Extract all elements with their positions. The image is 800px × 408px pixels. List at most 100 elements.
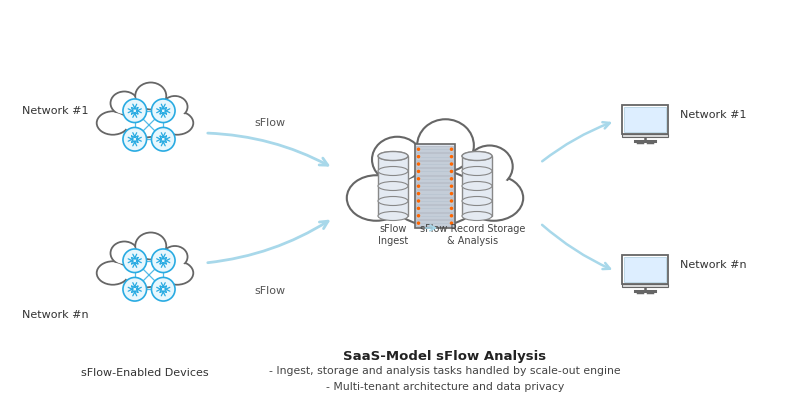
Ellipse shape xyxy=(124,260,166,286)
Bar xyxy=(622,134,668,137)
Circle shape xyxy=(450,147,454,151)
Bar xyxy=(417,198,454,204)
Text: sFlow
Ingest: sFlow Ingest xyxy=(378,224,408,246)
Ellipse shape xyxy=(161,111,194,135)
Ellipse shape xyxy=(417,119,474,172)
FancyBboxPatch shape xyxy=(622,105,668,134)
Text: sFlow: sFlow xyxy=(254,286,286,296)
FancyBboxPatch shape xyxy=(415,144,455,228)
Ellipse shape xyxy=(164,247,186,266)
Circle shape xyxy=(123,127,146,151)
Ellipse shape xyxy=(121,109,169,137)
Circle shape xyxy=(417,162,420,166)
Bar xyxy=(417,191,454,197)
Ellipse shape xyxy=(378,166,408,175)
Circle shape xyxy=(450,222,454,225)
Circle shape xyxy=(450,214,454,217)
Ellipse shape xyxy=(462,197,492,206)
Text: sFlow: sFlow xyxy=(254,118,286,128)
Bar xyxy=(378,156,408,216)
Circle shape xyxy=(417,199,420,203)
Bar xyxy=(417,176,454,182)
Text: Network #1: Network #1 xyxy=(22,106,89,116)
Circle shape xyxy=(417,192,420,195)
Circle shape xyxy=(450,199,454,203)
Circle shape xyxy=(450,177,454,181)
Ellipse shape xyxy=(396,173,474,223)
Ellipse shape xyxy=(164,97,186,116)
Circle shape xyxy=(151,277,175,301)
Bar xyxy=(417,220,454,226)
Ellipse shape xyxy=(135,82,166,109)
Circle shape xyxy=(151,127,175,151)
Circle shape xyxy=(450,155,454,158)
Ellipse shape xyxy=(97,261,129,285)
Ellipse shape xyxy=(162,96,187,118)
Ellipse shape xyxy=(124,110,166,136)
Circle shape xyxy=(123,99,146,122)
Bar xyxy=(624,107,666,132)
Bar xyxy=(417,213,454,219)
Ellipse shape xyxy=(378,151,408,160)
Ellipse shape xyxy=(161,261,194,285)
Text: - Ingest, storage and analysis tasks handled by scale-out engine: - Ingest, storage and analysis tasks han… xyxy=(269,366,621,376)
Circle shape xyxy=(450,170,454,173)
Ellipse shape xyxy=(98,263,127,283)
Circle shape xyxy=(450,162,454,166)
Ellipse shape xyxy=(378,197,408,206)
Ellipse shape xyxy=(421,122,470,169)
Text: Network #1: Network #1 xyxy=(680,110,746,120)
Circle shape xyxy=(450,192,454,195)
Circle shape xyxy=(417,184,420,188)
Bar xyxy=(417,161,454,167)
Ellipse shape xyxy=(162,246,187,268)
Bar xyxy=(624,257,666,282)
Circle shape xyxy=(417,147,420,151)
Ellipse shape xyxy=(112,243,137,264)
Circle shape xyxy=(151,99,175,122)
Text: Network #n: Network #n xyxy=(680,260,746,270)
Circle shape xyxy=(417,155,420,158)
Bar xyxy=(417,205,454,211)
Text: - Multi-tenant architecture and data privacy: - Multi-tenant architecture and data pri… xyxy=(326,382,564,392)
Text: SaaS-Model sFlow Analysis: SaaS-Model sFlow Analysis xyxy=(343,350,546,363)
Text: sFlow Record Storage
& Analysis: sFlow Record Storage & Analysis xyxy=(420,224,526,246)
Ellipse shape xyxy=(350,178,402,218)
Ellipse shape xyxy=(462,166,492,175)
Ellipse shape xyxy=(346,175,406,221)
Ellipse shape xyxy=(112,93,137,113)
Circle shape xyxy=(123,277,146,301)
Ellipse shape xyxy=(98,113,127,133)
Circle shape xyxy=(450,184,454,188)
Ellipse shape xyxy=(137,84,165,108)
Bar xyxy=(417,183,454,189)
Ellipse shape xyxy=(110,91,138,115)
Ellipse shape xyxy=(378,151,408,160)
Ellipse shape xyxy=(163,113,191,133)
Ellipse shape xyxy=(391,170,479,226)
Ellipse shape xyxy=(110,242,138,265)
Ellipse shape xyxy=(135,233,166,259)
Bar xyxy=(417,146,454,152)
Ellipse shape xyxy=(462,151,492,160)
Circle shape xyxy=(151,249,175,273)
FancyBboxPatch shape xyxy=(622,255,668,284)
Circle shape xyxy=(417,177,420,181)
Ellipse shape xyxy=(464,175,523,221)
Ellipse shape xyxy=(378,211,408,220)
Ellipse shape xyxy=(97,111,129,135)
Ellipse shape xyxy=(375,140,419,180)
Ellipse shape xyxy=(470,148,510,185)
Ellipse shape xyxy=(378,182,408,191)
Ellipse shape xyxy=(163,263,191,283)
Ellipse shape xyxy=(462,182,492,191)
Ellipse shape xyxy=(462,211,492,220)
Circle shape xyxy=(123,249,146,273)
Circle shape xyxy=(417,214,420,217)
Bar xyxy=(417,153,454,160)
Text: sFlow-Enabled Devices: sFlow-Enabled Devices xyxy=(81,368,209,378)
Circle shape xyxy=(417,170,420,173)
Bar xyxy=(622,284,668,287)
Bar xyxy=(462,156,492,216)
Ellipse shape xyxy=(372,137,422,182)
